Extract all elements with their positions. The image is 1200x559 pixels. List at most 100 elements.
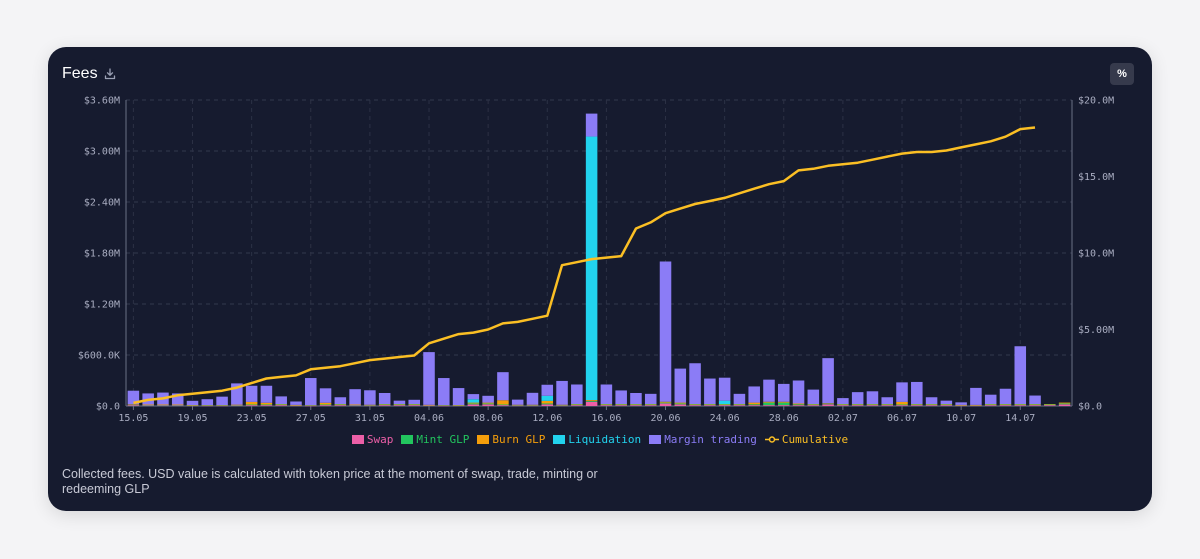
bar-margin [807,389,820,405]
bar-mint [231,405,243,406]
bar-mint [408,404,420,406]
x-tick-label: 20.06 [650,413,680,424]
bar-burn [452,405,465,406]
card-title: Fees [62,65,98,82]
bar-swap [999,405,1012,406]
bar-swap [718,405,731,406]
bar-swap [630,405,642,406]
bar-swap [260,405,273,406]
bar-mint [334,404,347,406]
bar-mint [364,405,376,406]
bar-liquidation [467,399,480,403]
bar-liquidation [585,136,598,401]
bar-burn [231,404,243,406]
bar-swap [881,405,893,406]
bar-swap [984,405,997,406]
bar-margin [438,378,450,406]
bar-burn [911,404,923,405]
x-tick-label: 14.07 [1005,413,1035,424]
bar-burn [216,405,228,406]
legend-item-margin[interactable]: Margin trading [649,433,757,446]
bar-margin [482,395,494,403]
bar-burn [704,404,716,405]
bar-mint [748,404,760,406]
bar-burn [157,404,169,405]
bar-swap [349,405,361,406]
bar-margin [704,378,716,405]
bar-margin [408,399,420,405]
download-icon[interactable] [104,68,116,80]
bar-mint [659,402,672,404]
bar-swap [157,405,169,406]
bar-swap [689,405,701,406]
legend-item-cumulative[interactable]: Cumulative [764,433,849,446]
bar-margin [866,391,879,405]
bar-mint [245,404,258,406]
bar-burn [600,404,613,405]
bar-swap [245,405,258,406]
bar-burn [689,404,701,405]
bar-swap [911,405,923,406]
bar-margin [674,368,687,403]
bar-swap [408,405,420,406]
y-right-tick-label: $20.0M [1078,96,1114,107]
bar-burn [541,400,554,404]
legend-item-burn[interactable]: Burn GLP [477,433,545,446]
bar-burn [423,404,435,406]
bar-swap [644,405,657,406]
bar-mint [940,404,953,406]
bar-burn [970,404,982,406]
bar-mint [733,404,746,406]
y-left-tick-label: $3.60M [84,96,120,107]
percent-toggle-button[interactable]: % [1110,63,1134,85]
bar-swap [704,405,716,406]
legend-item-swap[interactable]: Swap [351,433,393,446]
bar-mint [378,404,391,406]
bar-margin [644,393,657,405]
bar-burn [925,404,938,405]
bar-burn [896,401,908,405]
bar-burn [851,404,864,405]
bar-mint [171,404,184,406]
bar-swap [305,405,317,407]
bar-mint [999,404,1012,406]
bar-swap [748,405,760,406]
bar-swap [807,405,820,406]
bar-mint [763,402,775,406]
bar-mint [467,403,480,405]
legend-item-liquidation[interactable]: Liquidation [553,433,641,446]
y-right-tick-label: $15.0M [1078,172,1114,183]
chart-footnote: Collected fees. USD value is calculated … [62,467,598,496]
x-tick-label: 23.05 [237,413,267,424]
bar-margin [290,401,302,405]
bar-burn [807,404,820,405]
legend-swatch [351,435,364,444]
bar-burn [1058,402,1071,404]
legend-item-mint[interactable]: Mint GLP [401,433,469,446]
bar-mint [319,404,332,406]
bar-burn [364,404,376,406]
bar-burn [305,405,317,406]
legend-label: Cumulative [781,433,849,446]
bar-burn [999,404,1012,405]
bar-margin [748,386,760,403]
fees-chart: $0.0 $600.0K $1.20M $1.80M $2.40M $3.00M $3.60… [78,96,1114,425]
bar-burn [866,404,879,405]
x-tick-label: 28.06 [769,413,799,424]
bar-mint [955,405,967,406]
legend-label: Liquidation [568,433,642,446]
bar-swap [822,404,834,406]
y-left-tick-label: $1.20M [84,300,120,311]
y-left-tick-label: $3.00M [84,147,120,158]
bar-burn [275,404,287,405]
bar-margin [378,392,391,405]
bar-mint [201,405,214,406]
bar-burn [378,404,391,405]
x-tick-label: 27.05 [296,413,326,424]
bar-margin [940,400,953,405]
bar-margin [393,400,406,405]
bar-mint [1044,404,1056,406]
bar-swap [438,405,450,407]
bar-mint [615,404,627,406]
bar-margin [216,396,228,406]
